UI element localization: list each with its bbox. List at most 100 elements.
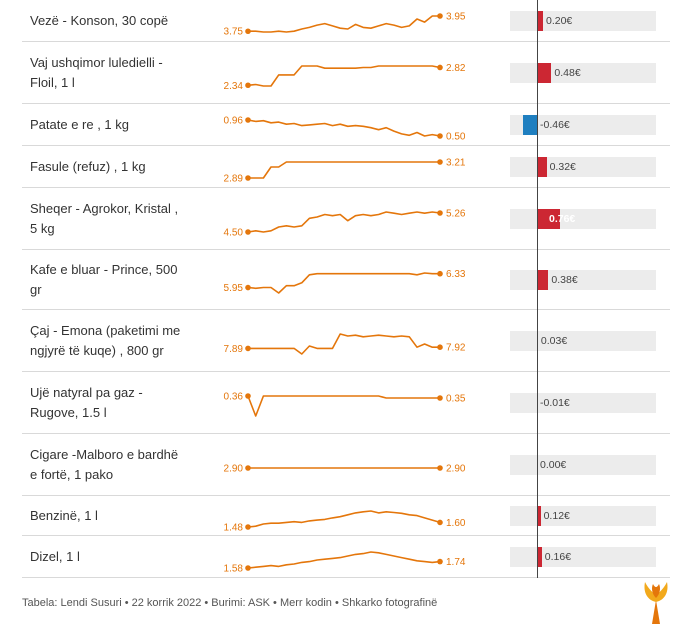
start-dot [245, 465, 251, 471]
end-price-label: 0.35 [446, 394, 466, 405]
price-sparkline: 3.75 3.95 [224, 12, 466, 38]
product-name: Dizel, 1 l [30, 547, 205, 567]
start-dot [245, 284, 251, 291]
change-value-label: 0.20€ [546, 15, 573, 27]
change-value-label: 0.38€ [551, 274, 578, 286]
start-dot [245, 175, 251, 181]
end-dot [437, 13, 443, 19]
torch-logo-icon [644, 582, 668, 624]
end-dot [437, 465, 443, 471]
product-name-line: Patate e re , 1 kg [30, 117, 130, 132]
product-name-line: Kafe e bluar - Prince, 500 [30, 262, 178, 277]
start-dot [245, 117, 251, 123]
price-line [248, 161, 440, 179]
price-sparkline: 5.95 6.33 [224, 269, 466, 294]
change-value-label: 0.16€ [544, 551, 572, 563]
change-bar-track: 0.20€ [510, 11, 656, 31]
start-price-label: 2.89 [224, 174, 244, 185]
price-sparkline: 0.96 0.50 [224, 116, 466, 143]
table-row: Kafe e bluar - Prince, 500 gr 5.95 6.33 0.38… [22, 250, 670, 310]
end-dot [437, 519, 443, 526]
price-line [247, 65, 441, 87]
price-line [248, 333, 440, 355]
start-price-label: 2.34 [224, 81, 244, 92]
price-line [248, 15, 440, 33]
start-price-label: 1.48 [224, 523, 244, 534]
product-name: Fasule (refuz) , 1 kg [30, 157, 205, 177]
product-name: Vezë - Konson, 30 copë [30, 11, 205, 31]
price-line [247, 272, 440, 294]
end-price-label: 1.74 [446, 557, 466, 568]
change-bar [537, 157, 547, 177]
table-row: Çaj - Emona (paketimi me ngjyrë të kuqe) … [22, 310, 670, 372]
price-line [247, 395, 440, 417]
change-value-label: -0.46€ [540, 119, 570, 131]
change-bar-track: 0.16€ [510, 547, 656, 567]
price-table: Vezë - Konson, 30 copë 3.75 3.95 0.20€ Vaj u… [22, 0, 670, 578]
table-row: Cigare -Malboro e bardhë e fortë, 1 pako 2… [22, 434, 670, 496]
change-bar-track: 0.12€ [510, 506, 656, 526]
table-row: Sheqer - Agrokor, Kristal , 5 kg 4.50 5.26 0… [22, 188, 670, 250]
change-bar [537, 63, 552, 83]
end-dot [437, 270, 443, 277]
price-line [247, 551, 441, 569]
price-sparkline: 2.34 2.82 [224, 63, 466, 92]
product-name-line: gr [30, 282, 42, 297]
start-price-label: 0.36 [224, 392, 244, 403]
product-name-line: Floil, 1 l [30, 75, 75, 90]
change-bar [537, 209, 560, 229]
end-dot [437, 64, 443, 71]
change-value-label: 0.32€ [549, 161, 576, 173]
end-price-label: 5.26 [446, 209, 466, 220]
change-bar-track: 0.48€ [510, 63, 656, 83]
change-bar [537, 547, 542, 567]
price-sparkline: 7.89 7.92 [224, 333, 466, 355]
change-bar-track: 0.00€ [510, 455, 656, 475]
product-name: Sheqer - Agrokor, Kristal , 5 kg [30, 199, 205, 239]
end-price-label: 0.50 [446, 132, 466, 143]
start-dot [245, 28, 251, 35]
product-name-line: e fortë, 1 pako [30, 467, 114, 482]
product-name-line: Vaj ushqimor luledielli - [30, 55, 163, 70]
start-dot [245, 393, 251, 399]
change-value-label: 0.00€ [540, 459, 567, 471]
end-price-label: 2.82 [446, 63, 466, 74]
product-name-line: Benzinë, 1 l [30, 508, 98, 523]
start-price-label: 5.95 [224, 283, 244, 294]
table-row: Ujë natyral pa gaz - Rugove, 1.5 l 0.36 0.3… [22, 372, 670, 434]
price-sparkline: 1.58 1.74 [224, 551, 466, 575]
start-dot [245, 345, 251, 352]
product-name-line: Sheqer - Agrokor, Kristal , [30, 201, 179, 216]
price-sparkline: 1.48 1.60 [224, 510, 466, 534]
start-price-label: 4.50 [224, 228, 244, 239]
change-bar [537, 11, 543, 31]
product-name: Patate e re , 1 kg [30, 115, 205, 135]
change-bar-track: 0.38€ [510, 270, 656, 290]
price-sparkline: 2.89 3.21 [224, 158, 466, 185]
product-name: Çaj - Emona (paketimi me ngjyrë të kuqe) … [30, 321, 205, 361]
table-row: Vezë - Konson, 30 copë 3.75 3.95 0.20€ [22, 0, 670, 42]
change-bar-track: -0.01€ [510, 393, 656, 413]
start-dot [245, 565, 251, 571]
table-row: Benzinë, 1 l 1.48 1.60 0.12€ [22, 496, 670, 536]
end-price-label: 3.95 [446, 12, 466, 23]
product-name-line: Ujë natyral pa gaz - [30, 385, 143, 400]
product-name-line: 5 kg [30, 221, 55, 236]
change-bar [537, 506, 541, 526]
end-dot [437, 133, 443, 139]
table-row: Fasule (refuz) , 1 kg 2.89 3.21 0.32€ [22, 146, 670, 188]
price-sparkline: 4.50 5.26 [224, 209, 466, 239]
end-dot [437, 159, 443, 165]
change-value-label: -0.01€ [540, 397, 570, 409]
product-name-line: Rugove, 1.5 l [30, 405, 107, 420]
product-name: Benzinë, 1 l [30, 506, 205, 526]
end-price-label: 7.92 [446, 343, 466, 354]
table-row: Vaj ushqimor luledielli - Floil, 1 l 2.34 2… [22, 42, 670, 104]
change-bar [537, 270, 549, 290]
footer-credits: Tabela: Lendi Susuri • 22 korrik 2022 • … [22, 597, 438, 609]
price-line [247, 510, 441, 528]
change-bar [523, 115, 537, 135]
product-name-line: Cigare -Malboro e bardhë [30, 447, 179, 462]
start-dot [245, 82, 251, 89]
product-name: Vaj ushqimor luledielli - Floil, 1 l [30, 53, 205, 93]
